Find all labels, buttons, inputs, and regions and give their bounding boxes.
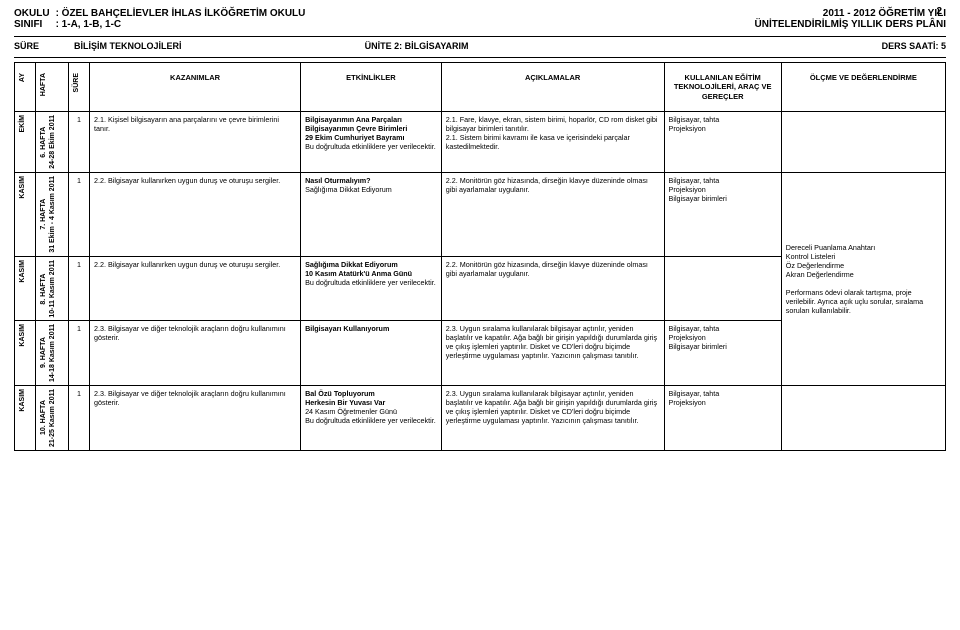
cell-kazanim: 2.1. Kişisel bilgisayarın ana parçaların… xyxy=(90,112,301,173)
col-acik: AÇIKLAMALAR xyxy=(441,63,664,112)
meta-hours: DERS SAATİ: 5 xyxy=(704,41,946,51)
cell-kazanim: 2.3. Bilgisayar ve diğer teknolojik araç… xyxy=(90,386,301,451)
plan-table: AY HAFTA SÜRE KAZANIMLAR ETKİNLİKLER AÇI… xyxy=(14,62,946,451)
col-sure: SÜRE xyxy=(68,63,89,112)
cell-arac: Bilgisayar, tahta Projeksiyon Bilgisayar… xyxy=(664,321,781,386)
col-kaz: KAZANIMLAR xyxy=(90,63,301,112)
okulu-label: OKULU xyxy=(14,8,50,19)
cell-sure: 1 xyxy=(68,172,89,256)
meta-sure-label: SÜRE xyxy=(14,41,74,51)
cell-olcme xyxy=(781,386,945,451)
table-row: KASIM7. HAFTA 31 Ekim - 4 Kasım 201112.2… xyxy=(15,172,946,256)
cell-ay: EKİM xyxy=(15,112,36,173)
cell-etkinlik: Bilgisayarımın Ana ParçalarıBilgisayarım… xyxy=(301,112,442,173)
cell-ay: KASIM xyxy=(15,172,36,256)
school-year: 2011 - 2012 ÖĞRETİM YILI xyxy=(755,8,947,19)
cell-hafta: 6. HAFTA 24-28 Ekim 2011 xyxy=(36,112,69,173)
cell-ay: KASIM xyxy=(15,321,36,386)
cell-etkinlik: Bal Özü TopluyorumHerkesin Bir Yuvası Va… xyxy=(301,386,442,451)
meta-row: SÜRE BİLİŞİM TEKNOLOJİLERİ ÜNİTE 2: BİLG… xyxy=(14,41,946,55)
cell-hafta: 7. HAFTA 31 Ekim - 4 Kasım 2011 xyxy=(36,172,69,256)
cell-ay: KASIM xyxy=(15,256,36,321)
cell-etkinlik: Sağlığıma Dikkat Ediyorum10 Kasım Atatür… xyxy=(301,256,442,321)
table-row: EKİM6. HAFTA 24-28 Ekim 201112.1. Kişise… xyxy=(15,112,946,173)
cell-aciklama: 2.3. Uygun sıralama kullanılarak bilgisa… xyxy=(441,386,664,451)
cell-etkinlik: Bilgisayarı Kullanıyorum xyxy=(301,321,442,386)
page-number: 2 xyxy=(936,6,942,17)
cell-kazanim: 2.2. Bilgisayar kullanırken uygun duruş … xyxy=(90,172,301,256)
col-etk: ETKİNLİKLER xyxy=(301,63,442,112)
plan-title: ÜNİTELENDİRİLMİŞ YILLIK DERS PLÂNI xyxy=(755,19,947,30)
page-header: OKULU : ÖZEL BAHÇELİEVLER İHLAS İLKÖĞRET… xyxy=(14,8,946,30)
header-row: AY HAFTA SÜRE KAZANIMLAR ETKİNLİKLER AÇI… xyxy=(15,63,946,112)
cell-kazanim: 2.2. Bilgisayar kullanırken uygun duruş … xyxy=(90,256,301,321)
cell-hafta: 8. HAFTA 10-11 Kasım 2011 xyxy=(36,256,69,321)
cell-arac: Bilgisayar, tahta Projeksiyon xyxy=(664,386,781,451)
divider-bottom xyxy=(14,57,946,58)
col-ay: AY xyxy=(15,63,36,112)
cell-kazanim: 2.3. Bilgisayar ve diğer teknolojik araç… xyxy=(90,321,301,386)
cell-ay: KASIM xyxy=(15,386,36,451)
cell-hafta: 9. HAFTA 14-18 Kasım 2011 xyxy=(36,321,69,386)
cell-aciklama: 2.3. Uygun sıralama kullanılarak bilgisa… xyxy=(441,321,664,386)
sinif-value: : 1-A, 1-B, 1-C xyxy=(56,19,306,30)
table-row: KASIM10. HAFTA 21-25 Kasım 201112.3. Bil… xyxy=(15,386,946,451)
cell-arac: Bilgisayar, tahta Projeksiyon Bilgisayar… xyxy=(664,172,781,256)
cell-sure: 1 xyxy=(68,256,89,321)
cell-aciklama: 2.2. Monitörün göz hizasında, dirseğin k… xyxy=(441,172,664,256)
cell-sure: 1 xyxy=(68,321,89,386)
cell-arac xyxy=(664,256,781,321)
cell-olcme: Dereceli Puanlama Anahtarı Kontrol Liste… xyxy=(781,172,945,385)
col-olcme: ÖLÇME VE DEĞERLENDİRME xyxy=(781,63,945,112)
sinif-label: SINIFI xyxy=(14,19,50,30)
meta-subject: BİLİŞİM TEKNOLOJİLERİ xyxy=(74,41,365,51)
col-arac: KULLANILAN EĞİTİM TEKNOLOJİLERİ, ARAÇ VE… xyxy=(664,63,781,112)
cell-aciklama: 2.2. Monitörün göz hizasında, dirseğin k… xyxy=(441,256,664,321)
okulu-value: : ÖZEL BAHÇELİEVLER İHLAS İLKÖĞRETİM OKU… xyxy=(56,8,306,19)
cell-arac: Bilgisayar, tahta Projeksiyon xyxy=(664,112,781,173)
divider-top xyxy=(14,36,946,37)
cell-sure: 1 xyxy=(68,112,89,173)
cell-sure: 1 xyxy=(68,386,89,451)
col-hafta: HAFTA xyxy=(36,63,69,112)
cell-olcme xyxy=(781,112,945,173)
meta-unit: ÜNİTE 2: BİLGİSAYARIM xyxy=(365,41,704,51)
cell-aciklama: 2.1. Fare, klavye, ekran, sistem birimi,… xyxy=(441,112,664,173)
cell-hafta: 10. HAFTA 21-25 Kasım 2011 xyxy=(36,386,69,451)
cell-etkinlik: Nasıl Oturmalıyım?Sağlığıma Dikkat Ediyo… xyxy=(301,172,442,256)
